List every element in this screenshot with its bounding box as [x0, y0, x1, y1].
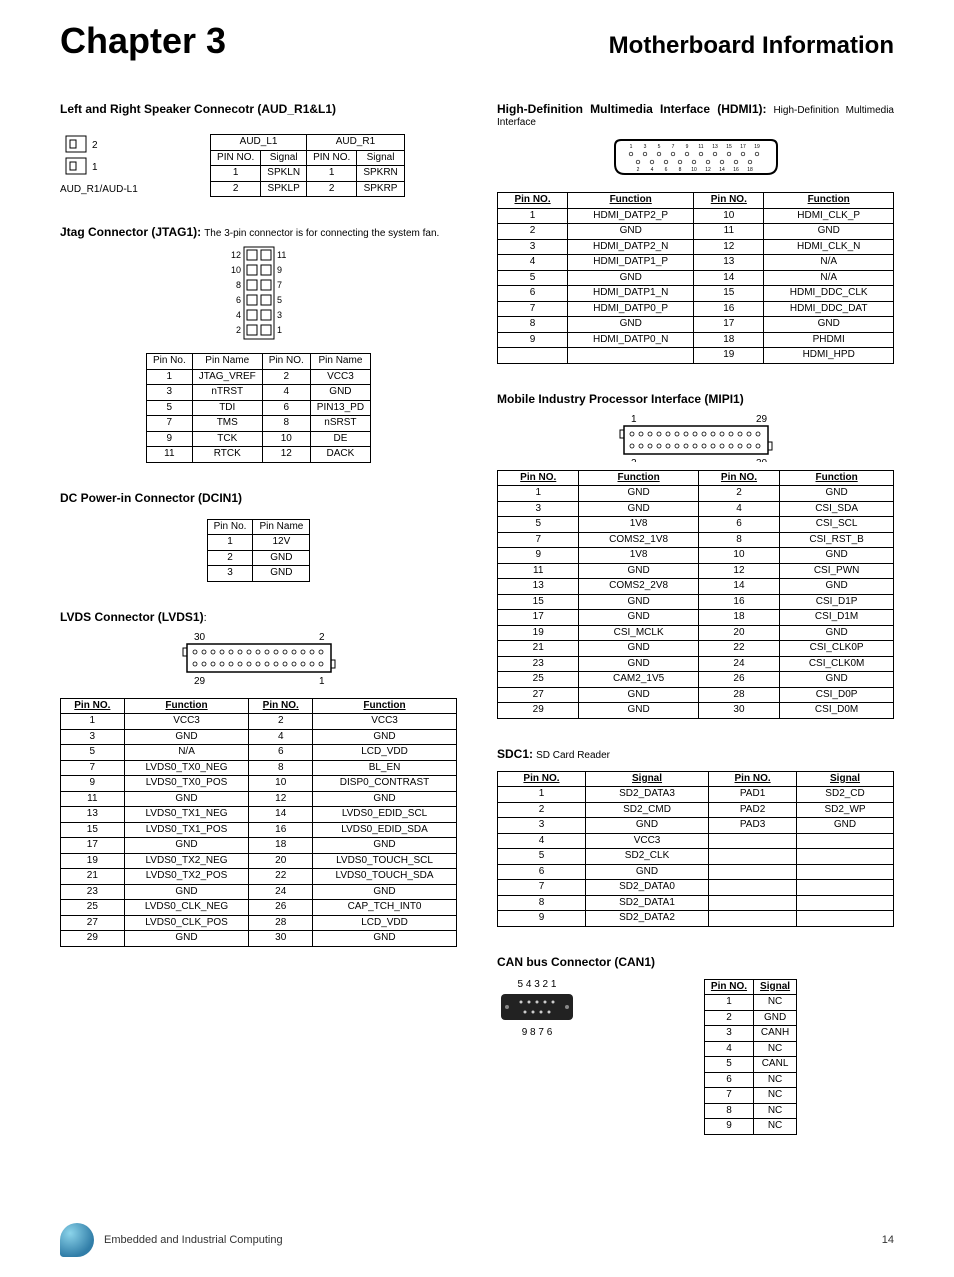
can-table: Pin NO.Signal1NC2GND3CANH4NC5CANL6NC7NC8… — [704, 979, 797, 1135]
svg-text:8: 8 — [235, 280, 240, 290]
svg-text:13: 13 — [712, 144, 718, 150]
dcin-title: DC Power-in Connector (DCIN1) — [60, 491, 457, 505]
svg-text:2: 2 — [319, 632, 325, 643]
svg-text:19: 19 — [754, 144, 760, 150]
page-footer: Embedded and Industrial Computing 14 — [0, 1223, 954, 1277]
mipi-title: Mobile Industry Processor Interface (MIP… — [497, 392, 894, 406]
chapter-subtitle: Motherboard Information — [609, 32, 894, 60]
can-title: CAN bus Connector (CAN1) — [497, 955, 894, 969]
jtag-title: Jtag Connector (JTAG1): — [60, 225, 201, 239]
section-mipi: Mobile Industry Processor Interface (MIP… — [497, 392, 894, 719]
svg-text:30: 30 — [194, 632, 206, 643]
section-jtag: Jtag Connector (JTAG1): The 3-pin connec… — [60, 225, 457, 463]
aud-diagram: 2 1 AUD_R1/AUD-L1 — [60, 134, 138, 195]
hdmi-table: Pin NO.FunctionPin NO.Function1HDMI_DATP… — [497, 192, 894, 364]
svg-text:3: 3 — [643, 144, 646, 150]
page-header: Chapter 3 Motherboard Information — [60, 20, 894, 62]
svg-text:29: 29 — [756, 414, 768, 425]
can-top-nums: 5 4 3 2 1 — [497, 979, 577, 990]
mipi-table: Pin NO.FunctionPin NO.Function1GND2GND3G… — [497, 470, 894, 719]
section-dcin: DC Power-in Connector (DCIN1) Pin No.Pin… — [60, 491, 457, 582]
svg-text:11: 11 — [277, 250, 286, 260]
footer-text: Embedded and Industrial Computing — [104, 1234, 283, 1246]
section-can: CAN bus Connector (CAN1) 5 4 3 2 1 — [497, 955, 894, 1135]
hdmi-title: High-Definition Multimedia Interface (HD… — [497, 102, 767, 116]
svg-text:4: 4 — [650, 167, 653, 173]
sdc-title: SDC1: — [497, 747, 533, 761]
svg-text:2: 2 — [631, 458, 637, 462]
dcin-table: Pin No.Pin Name112V2GND3GND — [207, 519, 311, 582]
can-diagram: 5 4 3 2 1 9 8 7 6 — [497, 979, 577, 1038]
aud-pin1-label: 1 — [92, 162, 98, 173]
svg-text:6: 6 — [664, 167, 667, 173]
svg-text:5: 5 — [277, 295, 282, 305]
aud-diagram-label: AUD_R1/AUD-L1 — [60, 184, 138, 195]
chapter-title: Chapter 3 — [60, 20, 226, 62]
svg-text:7: 7 — [671, 144, 674, 150]
svg-text:8: 8 — [678, 167, 681, 173]
svg-text:17: 17 — [740, 144, 746, 150]
sdc-desc: SD Card Reader — [536, 750, 610, 761]
sdc-table: Pin NO.SignalPin NO.Signal1SD2_DATA3PAD1… — [497, 771, 894, 927]
svg-text:12: 12 — [230, 250, 240, 260]
hdmi-diagram: 13579111315171924681012141618 — [601, 134, 791, 184]
svg-text:10: 10 — [691, 167, 697, 173]
lvds-table: Pin NO.FunctionPin NO.Function1VCC32VCC3… — [60, 698, 457, 947]
jtag-desc: The 3-pin connector is for connecting th… — [204, 228, 439, 239]
jtag-diagram: 12 11 10 9 8 7 6 5 4 3 2 1 — [224, 245, 294, 345]
svg-text:4: 4 — [235, 310, 240, 320]
svg-text:9: 9 — [685, 144, 688, 150]
aud-title: Left and Right Speaker Connecotr (AUD_R1… — [60, 102, 457, 116]
section-lvds: LVDS Connector (LVDS1): 302291 Pin NO.Fu… — [60, 610, 457, 947]
logo-icon — [60, 1223, 94, 1257]
page-number: 14 — [882, 1234, 894, 1246]
aud-pin2-label: 2 — [92, 140, 98, 151]
svg-text:15: 15 — [726, 144, 732, 150]
section-hdmi: High-Definition Multimedia Interface (HD… — [497, 102, 894, 364]
svg-text:12: 12 — [705, 167, 711, 173]
svg-text:16: 16 — [733, 167, 739, 173]
mipi-diagram: 1 29 2 30 — [606, 412, 786, 462]
svg-text:14: 14 — [719, 167, 725, 173]
svg-text:1: 1 — [319, 676, 325, 687]
svg-text:7: 7 — [277, 280, 282, 290]
svg-text:2: 2 — [636, 167, 639, 173]
left-column: Left and Right Speaker Connecotr (AUD_R1… — [60, 102, 457, 1163]
svg-text:2: 2 — [235, 325, 240, 335]
lvds-title: LVDS Connector (LVDS1) — [60, 610, 204, 624]
svg-text:11: 11 — [698, 144, 703, 150]
section-sdc: SDC1: SD Card Reader Pin NO.SignalPin NO… — [497, 747, 894, 927]
svg-text:29: 29 — [194, 676, 206, 687]
svg-text:1: 1 — [631, 414, 637, 425]
section-aud: Left and Right Speaker Connecotr (AUD_R1… — [60, 102, 457, 197]
svg-text:1: 1 — [629, 144, 632, 150]
svg-text:18: 18 — [747, 167, 753, 173]
can-bot-nums: 9 8 7 6 — [497, 1027, 577, 1038]
svg-text:1: 1 — [277, 325, 282, 335]
lvds-diagram: 30 2 29 1 — [169, 630, 349, 690]
svg-text:5: 5 — [657, 144, 660, 150]
right-column: High-Definition Multimedia Interface (HD… — [497, 102, 894, 1163]
aud-table: AUD_L1AUD_R1PIN NO.SignalPIN NO.Signal1S… — [210, 134, 405, 197]
svg-text:3: 3 — [277, 310, 282, 320]
svg-text:6: 6 — [235, 295, 240, 305]
svg-text:10: 10 — [230, 265, 240, 275]
jtag-table: Pin No.Pin NamePin NO.Pin Name1JTAG_VREF… — [146, 353, 371, 463]
svg-text:30: 30 — [756, 458, 768, 462]
svg-text:9: 9 — [277, 265, 282, 275]
